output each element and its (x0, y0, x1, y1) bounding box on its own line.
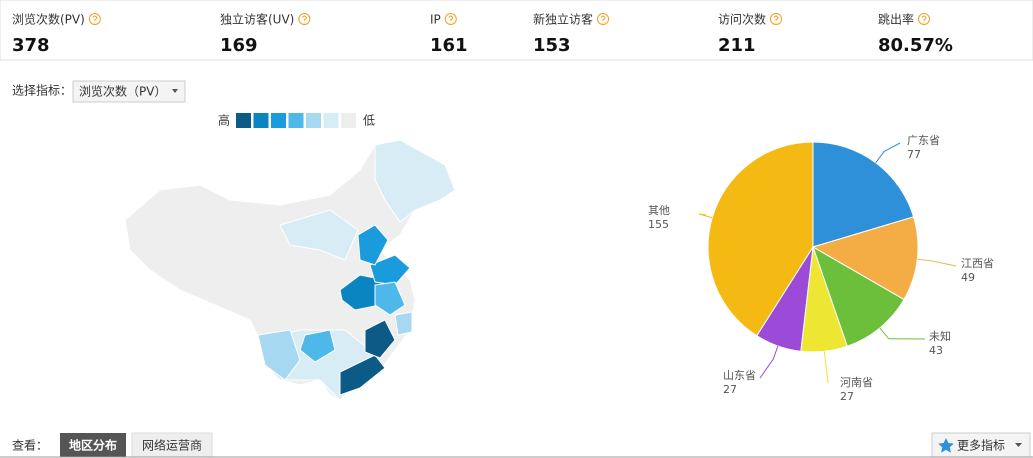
metric-label: 浏览次数(PV) (12, 12, 85, 27)
slice-name: 未知 (929, 329, 951, 343)
dropdown-arrow (1015, 443, 1022, 447)
help-icon (770, 13, 783, 25)
help-icon-mark (92, 15, 98, 24)
more-label[interactable]: 更多指标 (957, 438, 1005, 453)
china-map (124, 139, 456, 401)
footer-label: 查看： (12, 439, 48, 453)
slice-value: 43 (929, 344, 943, 357)
slice-value: 27 (723, 383, 737, 396)
help-icon-mark (448, 15, 454, 24)
help-icon-mark (301, 15, 307, 24)
leader-line (879, 327, 926, 340)
legend-high: 高 (218, 113, 230, 128)
slice-name: 山东省 (723, 369, 756, 382)
pie-slice (812, 245, 905, 347)
star-icon (938, 438, 954, 453)
metric-label: IP (430, 13, 441, 27)
slice-name: 广东省 (907, 134, 940, 147)
metric-value: 169 (220, 35, 258, 56)
metric-value: 153 (533, 35, 571, 56)
pie-slice (812, 141, 915, 248)
slice-value: 27 (840, 390, 854, 403)
metric-value: 161 (430, 35, 468, 56)
slice-value: 77 (907, 148, 921, 161)
legend-swatch (288, 113, 304, 128)
metric-value: 378 (12, 35, 50, 56)
pie-slice (707, 141, 814, 337)
dropdown-arrow (172, 89, 178, 93)
slice-value: 155 (648, 218, 669, 231)
legend-swatch (253, 113, 269, 128)
help-icon (918, 13, 931, 25)
pie-slice (811, 216, 919, 301)
legend-swatch (271, 113, 286, 128)
selector-label: 选择指标： (12, 83, 72, 98)
metric-label: 跳出率 (878, 12, 914, 27)
legend-swatch (306, 113, 321, 128)
selector-dropdown[interactable] (72, 80, 186, 103)
leader-line (823, 351, 829, 384)
help-icon-mark (773, 15, 779, 24)
slice-name: 其他 (648, 204, 670, 217)
metric-value: 80.57% (878, 35, 953, 56)
leader-line (759, 345, 779, 379)
legend-swatch (236, 113, 251, 128)
help-icon (298, 13, 311, 25)
metric-label: 新独立访客 (533, 12, 593, 27)
selector-value[interactable]: 浏览次数（PV） (79, 84, 166, 99)
metric-label: 独立访客(UV) (220, 12, 294, 27)
legend-swatch (341, 113, 356, 128)
slice-name: 江西省 (961, 257, 994, 270)
metric-value: 211 (718, 35, 756, 56)
legend-swatch (323, 113, 339, 128)
leader-line (698, 213, 713, 219)
help-icon (597, 13, 610, 25)
slice-name: 河南省 (840, 376, 873, 389)
tab-label[interactable]: 网络运营商 (142, 438, 202, 453)
slice-value: 49 (961, 271, 975, 284)
help-icon (88, 13, 101, 25)
metric-label: 访问次数 (718, 12, 766, 27)
leader-line (917, 258, 957, 267)
legend-low: 低 (363, 114, 375, 128)
help-icon-mark (600, 15, 606, 24)
help-icon-mark (921, 15, 927, 24)
help-icon (444, 13, 457, 25)
leader-line (875, 142, 901, 164)
tab-label[interactable]: 地区分布 (69, 438, 117, 453)
metrics-bar (0, 0, 1033, 61)
tab-active[interactable] (60, 433, 126, 457)
